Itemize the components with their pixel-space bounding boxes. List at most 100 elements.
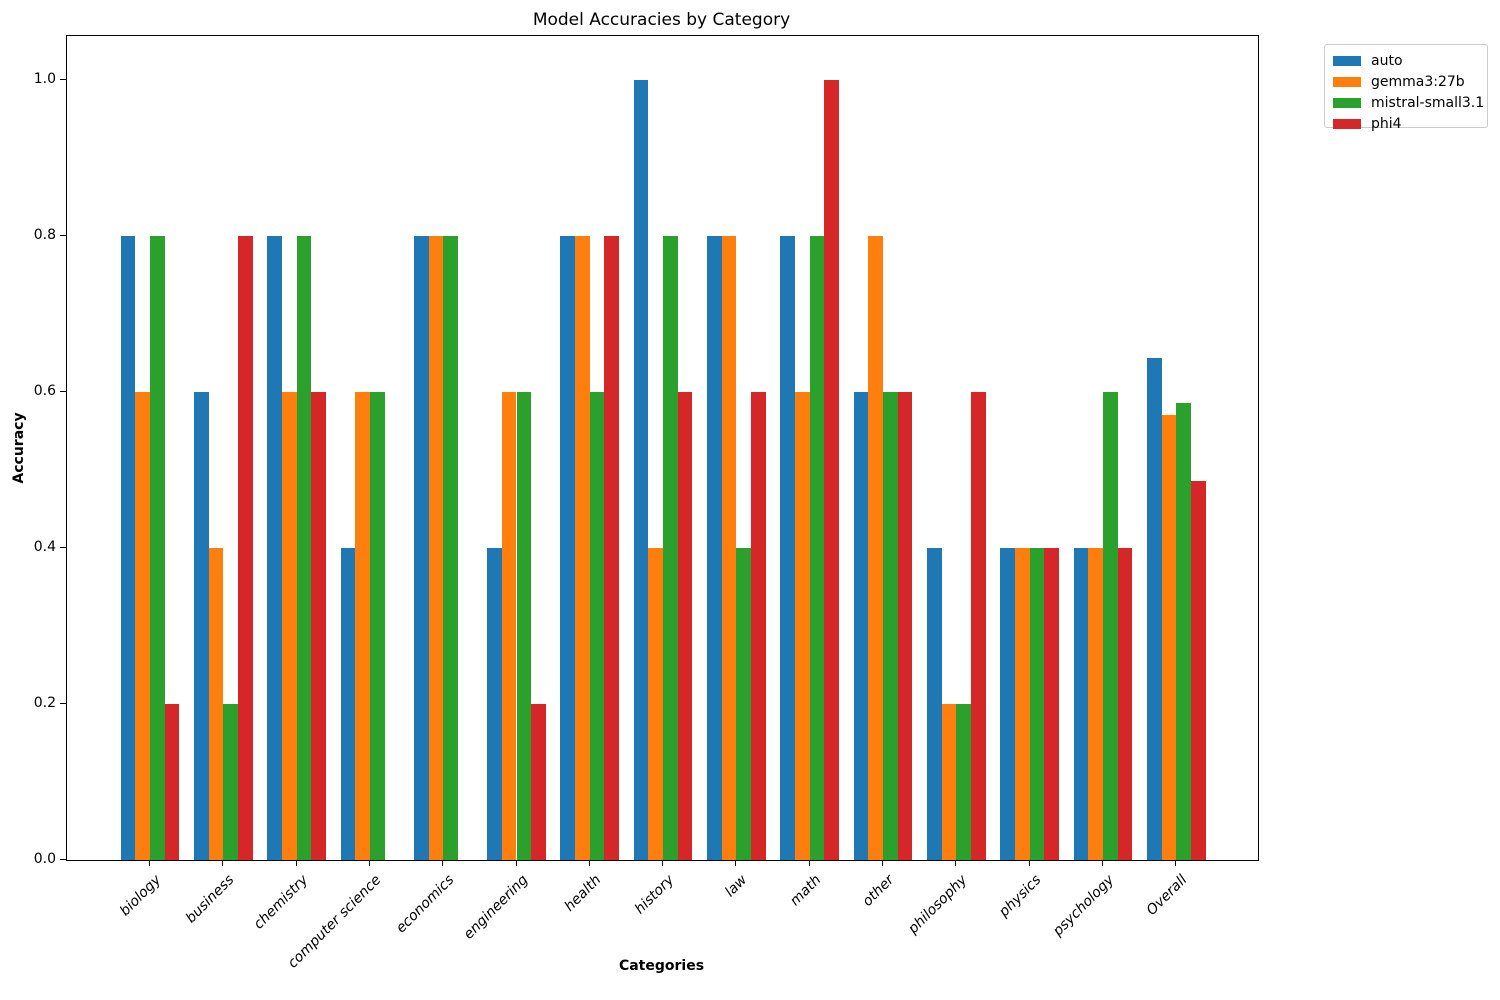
bar-auto-business: [193, 392, 209, 860]
y-tick-mark-0.2: [60, 703, 66, 704]
legend-label-phi4: phi4: [1371, 115, 1402, 132]
x-tick-label-physics: physics: [995, 872, 1044, 921]
x-tick-label-health: health: [561, 872, 605, 915]
bar-phi4-chemistry: [311, 392, 326, 860]
bar-mistral-small3-1-economics: [443, 236, 458, 860]
bar-phi4-overall: [1190, 480, 1206, 860]
bar-mistral-small3-1-math: [809, 236, 825, 860]
legend-item-gemma3-27b: gemma3:27b: [1325, 71, 1487, 92]
bar-mistral-small3-1-law: [736, 548, 752, 860]
bar-auto-law: [707, 236, 722, 860]
y-tick-label-1.0: 1.0: [33, 71, 56, 87]
bar-gemma3-27b-engineering: [501, 392, 517, 860]
bar-mistral-small3-1-psychology: [1102, 392, 1118, 860]
bar-gemma3-27b-business: [208, 548, 224, 860]
bar-auto-chemistry: [267, 236, 282, 860]
legend-item-mistral-small3-1: mistral-small3.1: [1325, 92, 1487, 113]
x-axis-label: Categories: [618, 958, 705, 974]
bar-gemma3-27b-biology: [135, 392, 150, 860]
bar-phi4-physics: [1044, 548, 1059, 860]
bar-auto-philosophy: [926, 548, 942, 860]
x-tick-label-philosophy: philosophy: [905, 872, 971, 938]
bar-auto-other: [853, 392, 869, 860]
bar-mistral-small3-1-history: [663, 236, 678, 860]
bar-gemma3-27b-chemistry: [281, 392, 297, 860]
y-tick-label-0.8: 0.8: [33, 227, 56, 243]
bar-phi4-engineering: [531, 704, 546, 860]
bar-mistral-small3-1-computer-science: [369, 392, 385, 860]
x-tick-label-economics: economics: [393, 872, 458, 937]
bar-mistral-small3-1-philosophy: [956, 704, 971, 860]
legend-swatch-gemma3-27b: [1333, 76, 1361, 87]
legend-label-gemma3-27b: gemma3:27b: [1371, 73, 1465, 90]
bar-auto-biology: [120, 236, 136, 860]
bar-phi4-math: [824, 80, 840, 860]
x-tick-mark-computer-science: [368, 861, 370, 866]
legend-label-auto: auto: [1371, 52, 1403, 69]
legend-swatch-mistral-small3-1: [1333, 97, 1361, 108]
y-axis-label: Accuracy: [11, 412, 27, 484]
x-tick-label-history: history: [632, 872, 678, 918]
y-tick-label-0.4: 0.4: [33, 539, 56, 555]
bar-phi4-law: [751, 392, 766, 860]
x-tick-label-business: business: [183, 872, 238, 927]
legend: auto gemma3:27b mistral-small3.1 phi4: [1324, 44, 1488, 132]
bar-phi4-biology: [164, 704, 180, 860]
x-tick-mark-math: [808, 861, 810, 866]
bar-mistral-small3-1-business: [223, 704, 238, 860]
legend-item-auto: auto: [1325, 50, 1487, 71]
x-tick-label-law: law: [722, 872, 751, 901]
bar-phi4-history: [677, 392, 693, 860]
bar-auto-engineering: [487, 548, 502, 860]
x-tick-mark-physics: [1028, 861, 1030, 866]
bar-phi4-other: [897, 392, 913, 860]
x-tick-mark-business: [222, 861, 224, 866]
bar-auto-history: [633, 80, 649, 860]
x-tick-mark-law: [735, 861, 737, 866]
bar-gemma3-27b-math: [795, 392, 810, 860]
x-tick-mark-history: [662, 861, 664, 866]
bar-mistral-small3-1-other: [883, 392, 898, 860]
bar-auto-overall: [1146, 358, 1162, 860]
y-tick-label-0.0: 0.0: [33, 851, 56, 867]
x-tick-mark-economics: [442, 861, 444, 866]
bar-mistral-small3-1-health: [589, 392, 605, 860]
bar-phi4-business: [237, 236, 253, 860]
bar-gemma3-27b-health: [575, 236, 590, 860]
bar-mistral-small3-1-physics: [1029, 548, 1045, 860]
x-tick-label-psychology: psychology: [1049, 872, 1118, 940]
x-tick-mark-overall: [1175, 861, 1177, 866]
bar-gemma3-27b-other: [868, 236, 883, 860]
x-tick-mark-philosophy: [955, 861, 957, 866]
bar-mistral-small3-1-chemistry: [296, 236, 312, 860]
bar-auto-economics: [413, 236, 429, 860]
x-tick-mark-other: [882, 861, 883, 866]
x-tick-label-biology: biology: [116, 872, 165, 920]
bar-phi4-philosophy: [970, 392, 986, 860]
legend-label-mistral-small3-1: mistral-small3.1: [1371, 94, 1485, 111]
bar-auto-psychology: [1073, 548, 1089, 860]
bar-gemma3-27b-physics: [1014, 548, 1030, 860]
y-tick-mark-0.8: [60, 235, 66, 236]
x-tick-mark-engineering: [515, 861, 517, 866]
y-tick-mark-0.4: [60, 547, 66, 548]
y-tick-mark-0.0: [60, 859, 66, 860]
bar-mistral-small3-1-biology: [150, 236, 165, 860]
y-tick-mark-0.6: [60, 391, 66, 392]
x-tick-label-math: math: [786, 872, 825, 910]
bar-phi4-psychology: [1117, 548, 1133, 860]
x-tick-label-overall: Overall: [1143, 872, 1191, 919]
bar-mistral-small3-1-engineering: [516, 392, 532, 860]
chart-title: Model Accuracies by Category: [532, 10, 791, 30]
x-tick-mark-chemistry: [295, 861, 297, 866]
bar-gemma3-27b-law: [721, 236, 737, 860]
bar-mistral-small3-1-overall: [1176, 402, 1191, 860]
bar-auto-health: [560, 236, 576, 860]
x-tick-mark-psychology: [1101, 861, 1103, 866]
y-tick-mark-1.0: [60, 79, 66, 80]
y-tick-label-0.2: 0.2: [33, 695, 56, 711]
x-tick-label-engineering: engineering: [460, 872, 531, 943]
bar-auto-computer-science: [340, 548, 356, 860]
plot-area: [66, 35, 1259, 861]
legend-item-phi4: phi4: [1325, 113, 1487, 134]
